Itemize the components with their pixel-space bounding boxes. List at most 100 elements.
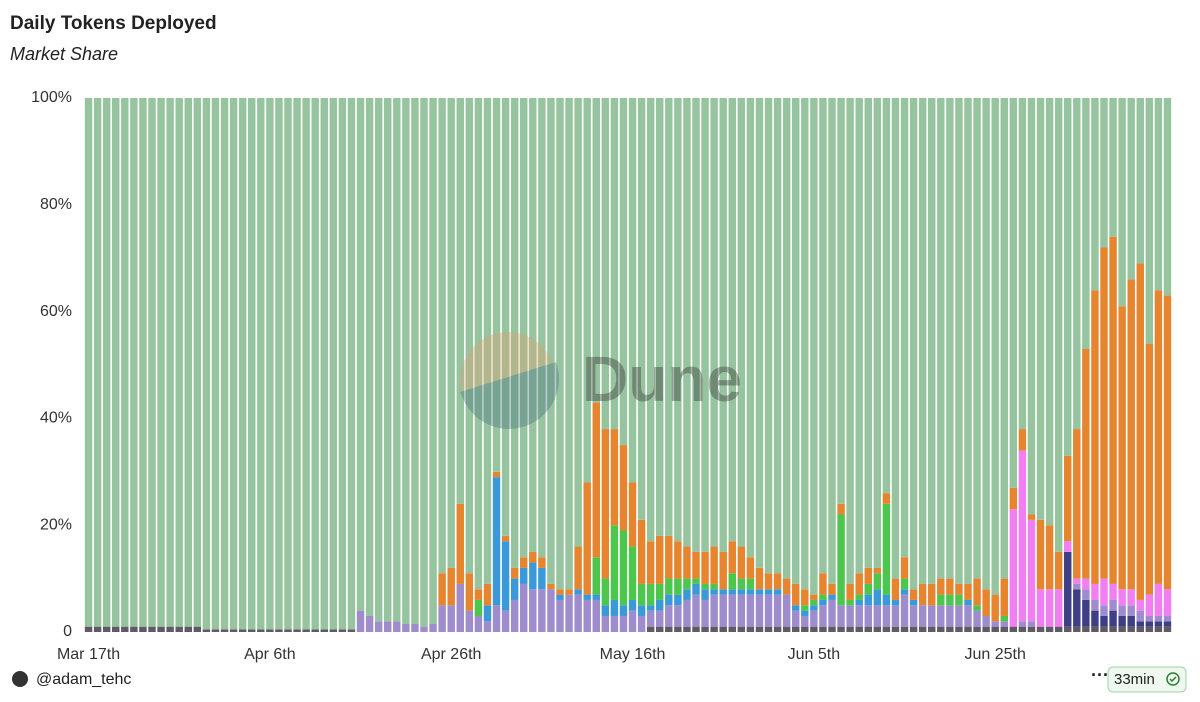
bar-segment — [347, 629, 356, 632]
bar-segment — [474, 98, 483, 590]
bar-segment — [637, 98, 646, 520]
bar-segment — [501, 610, 510, 632]
bar-segment — [510, 599, 519, 632]
author[interactable]: @adam_tehc — [36, 671, 131, 688]
bar-segment — [928, 583, 936, 606]
bar-segment — [692, 551, 700, 579]
bar-segment — [864, 605, 872, 627]
bar-segment — [547, 98, 555, 584]
bar-segment — [918, 626, 927, 632]
bar-segment — [982, 589, 990, 616]
bar-segment — [846, 599, 854, 606]
bar-segment — [710, 583, 718, 590]
bar-segment — [501, 535, 510, 542]
bar-segment — [619, 605, 628, 616]
bar-segment — [520, 567, 528, 584]
bar-segment — [674, 626, 682, 632]
bar-segment — [1145, 594, 1154, 616]
bar-segment — [973, 578, 981, 606]
bar-segment — [1082, 578, 1090, 590]
bar-segment — [1054, 98, 1063, 552]
bar-segment — [429, 623, 437, 632]
bar-segment — [1009, 509, 1018, 627]
bar-segment — [918, 583, 927, 606]
bar-segment — [955, 98, 963, 584]
bar-segment — [900, 98, 909, 558]
bar-segment — [683, 546, 691, 579]
bar-segment — [1136, 610, 1144, 622]
bar-segment — [1154, 583, 1163, 616]
bar-segment — [819, 573, 827, 595]
bar-segment — [683, 599, 691, 627]
bar-segment — [1154, 621, 1163, 627]
bar-segment — [955, 605, 963, 627]
bar-segment — [1145, 615, 1154, 622]
chart-title: Daily Tokens Deployed — [10, 13, 217, 34]
bar-segment — [882, 605, 891, 627]
bar-segment — [1109, 98, 1117, 237]
bar-segment — [891, 605, 900, 627]
bar-segment — [764, 573, 773, 590]
bar-segment — [665, 98, 673, 536]
bar-segment — [384, 98, 392, 622]
bar-segment — [184, 98, 192, 627]
updated-badge[interactable] — [1107, 666, 1187, 693]
bar-segment — [1082, 599, 1090, 627]
bar-segment — [510, 567, 519, 579]
updated-check — [1169, 676, 1177, 683]
bar-segment — [538, 589, 546, 632]
bar-segment — [438, 573, 446, 606]
bar-segment — [828, 98, 836, 584]
bar-segment — [483, 621, 492, 632]
bar-segment — [873, 98, 882, 568]
bar-segment — [547, 583, 555, 590]
bar-segment — [592, 599, 600, 632]
bar-segment — [1018, 450, 1027, 622]
bar-segment — [619, 98, 628, 446]
bar-segment — [384, 621, 392, 632]
updated-icon — [1166, 672, 1180, 686]
bar-segment — [819, 605, 827, 627]
bar-segment — [456, 583, 464, 632]
bar-segment — [556, 594, 564, 600]
bar-segment — [746, 98, 755, 558]
x-tick-label: Apr 6th — [244, 646, 296, 663]
bar-segment — [592, 557, 600, 595]
bar-segment — [882, 503, 891, 595]
bar-segment — [755, 594, 764, 627]
bar-segment — [1100, 615, 1108, 627]
bar-segment — [175, 98, 183, 627]
bar-segment — [302, 98, 310, 630]
bar-segment — [855, 98, 863, 574]
bar-segment — [692, 594, 700, 627]
bar-segment — [601, 429, 610, 579]
bar-segment — [447, 605, 455, 632]
bar-segment — [900, 578, 909, 590]
bar-segment — [955, 583, 963, 595]
bar-segment — [574, 594, 582, 632]
bar-segment — [1136, 626, 1144, 632]
bar-segment — [1127, 615, 1135, 627]
bar-segment — [755, 567, 764, 590]
bar-segment — [248, 629, 256, 632]
more-menu[interactable]: ··· — [1091, 665, 1109, 685]
bar-segment — [782, 626, 791, 632]
bar-segment — [746, 589, 755, 595]
bar-segment — [819, 626, 827, 632]
bar-segment — [683, 578, 691, 590]
bar-segment — [1073, 626, 1081, 632]
bar-segment — [157, 626, 165, 632]
bar-segment — [710, 626, 718, 632]
bar-segment — [1118, 589, 1126, 606]
bar-segment — [665, 626, 673, 632]
bar-segment — [1091, 626, 1099, 632]
bar-segment — [320, 629, 328, 632]
bar-segment — [1145, 621, 1154, 627]
bar-segment — [692, 626, 700, 632]
bar-segment — [1018, 626, 1027, 632]
bar-segment — [492, 98, 501, 472]
bar-segment — [937, 98, 945, 579]
bar-segment — [755, 98, 764, 568]
bar-segment — [982, 98, 990, 590]
